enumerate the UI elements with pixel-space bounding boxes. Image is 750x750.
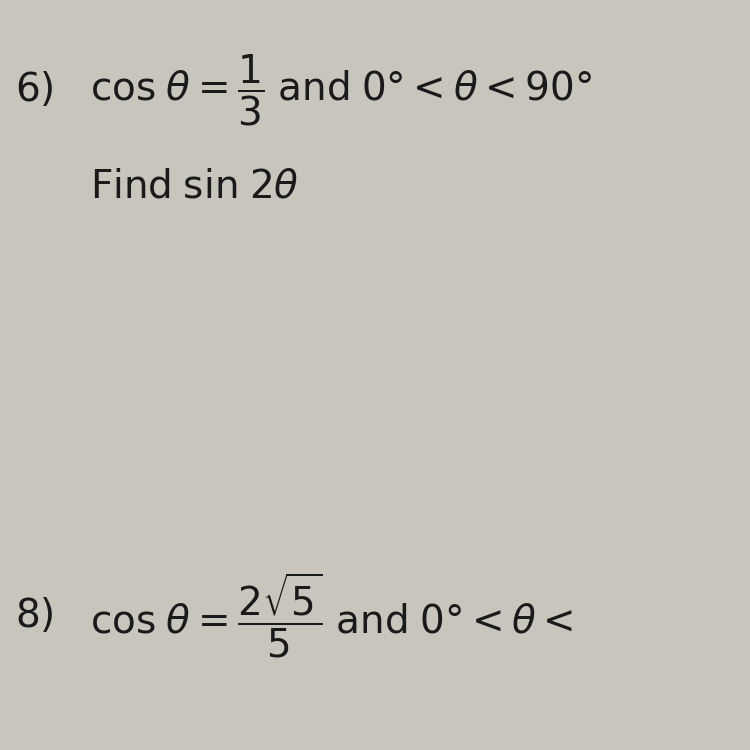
Text: $\mathrm{Find}\;\mathrm{sin}\;2\theta$: $\mathrm{Find}\;\mathrm{sin}\;2\theta$: [90, 169, 299, 206]
Text: $8)$: $8)$: [15, 596, 53, 634]
Text: $\mathrm{cos}\;\theta = \dfrac{2\sqrt{5}}{5}\;\mathrm{and}\;0° < \theta <$: $\mathrm{cos}\;\theta = \dfrac{2\sqrt{5}…: [90, 570, 573, 660]
Text: $\mathrm{cos}\;\theta = \dfrac{1}{3}\;\mathrm{and}\;0° < \theta < 90°$: $\mathrm{cos}\;\theta = \dfrac{1}{3}\;\m…: [90, 53, 592, 128]
Text: $6)$: $6)$: [15, 70, 53, 110]
